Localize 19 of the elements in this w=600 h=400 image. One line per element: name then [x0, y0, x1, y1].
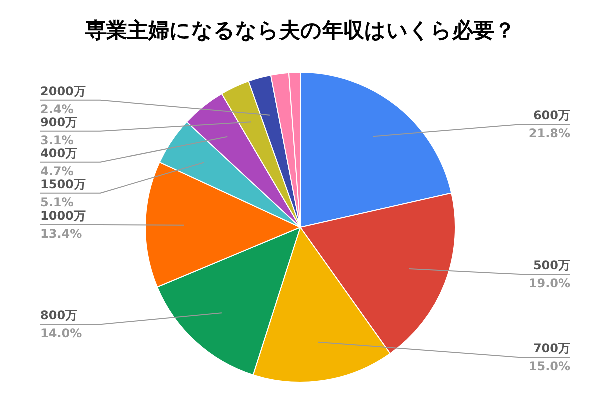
slice-label: 800万: [40, 308, 78, 323]
slice-label: 900万: [40, 115, 78, 130]
data-label: 21.8%: [528, 126, 571, 141]
data-label: 3.1%: [40, 133, 74, 148]
chart-title: 専業主婦になるなら夫の年収はいくら必要？: [84, 18, 516, 42]
slice-label: 700万: [533, 342, 571, 356]
slice-label: 500万: [533, 258, 571, 273]
slice-label: 1000万: [40, 209, 86, 224]
slice-label: 2000万: [40, 84, 86, 98]
slice-label: 400万: [40, 146, 78, 160]
data-label: 14.0%: [40, 326, 82, 341]
data-label: 2.4%: [40, 102, 74, 116]
data-label: 19.0%: [528, 276, 571, 291]
data-label: 13.4%: [40, 227, 82, 242]
data-label: 5.1%: [40, 195, 74, 210]
slice-label: 600万: [533, 108, 571, 123]
data-label: 4.7%: [40, 164, 74, 178]
slice-label: 1500万: [40, 177, 86, 192]
data-label: 15.0%: [528, 360, 571, 374]
